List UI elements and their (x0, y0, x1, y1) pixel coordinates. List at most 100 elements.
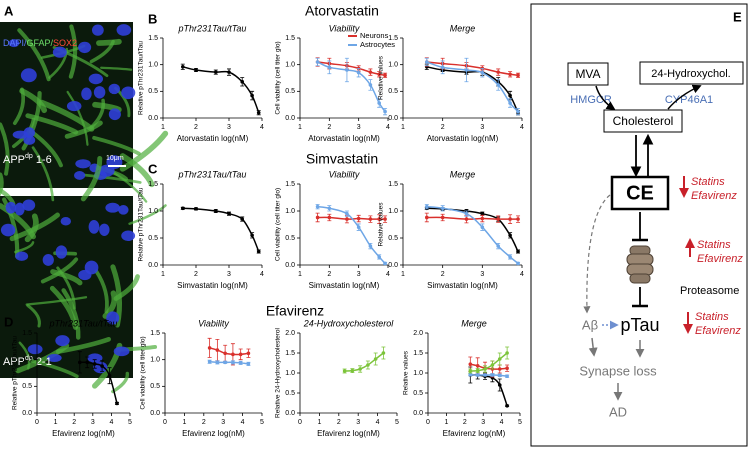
y-axis-label: Relative pThr231Tau/tTau (12, 336, 19, 410)
y-tick-label: 0.0 (285, 262, 295, 269)
node-label: CE (626, 182, 654, 204)
data-point (181, 65, 185, 69)
y-tick-label: 0.5 (150, 383, 160, 390)
data-point (240, 217, 244, 221)
nucleus (5, 201, 17, 214)
data-point (115, 401, 119, 406)
x-tick-label: 3 (227, 124, 231, 131)
data-point (377, 72, 382, 77)
nucleus (99, 223, 110, 236)
y-tick-label: 0.0 (285, 115, 295, 122)
x-axis-label: Efavirenz log(nM) (182, 429, 245, 438)
plot: 0.0 0.5 1.0 1.5 1 2 3 4 pThr231Tau/tTau Simvastat… (138, 169, 264, 290)
data-point (475, 364, 480, 368)
data-point (246, 362, 251, 366)
x-tick-label: 1 (401, 124, 405, 131)
data-point (508, 101, 512, 105)
data-point (496, 83, 501, 87)
stain: SOX2 (53, 38, 77, 48)
data-point (223, 360, 227, 365)
nucleus (87, 353, 103, 363)
fiber (68, 24, 78, 79)
node-label: MVA (575, 67, 600, 81)
fiber (49, 285, 78, 330)
data-point (256, 110, 261, 115)
x-tick-label: 1 (298, 271, 302, 278)
y-tick-label: 0.0 (388, 115, 398, 122)
nucleus (88, 220, 100, 234)
plot: 0.0 0.5 1.0 1.5 1 2 3 4 Merge Simvastatin log(nM)… (378, 169, 524, 290)
node-box (639, 61, 744, 85)
data-point (508, 93, 512, 98)
data-point (85, 360, 90, 365)
data-point (238, 361, 243, 365)
y-axis-label: Cell viability (cell titer glo) (140, 336, 147, 409)
x-tick-label: 1 (182, 419, 186, 426)
pathway-diagram: E MVA 24-Hydroxychol. HMGCR CYP46A1 Chol… (530, 3, 748, 447)
y-tick-label: 1.0 (388, 208, 398, 215)
plot: 0.0 0.5 1.0 1.5 0 1 2 3 4 5 Viability Efavirenz log… (140, 318, 264, 438)
plot: 0.0 0.5 1.0 1.5 1 2 3 4 pThr231Tau/tTau Atorvasta… (138, 23, 264, 143)
data-point (505, 404, 509, 408)
data-point (480, 225, 485, 229)
y-tick-label: 1.5 (150, 330, 160, 337)
fiber (38, 99, 95, 132)
line-label: APPdp 2-1 (3, 355, 52, 368)
fiber (111, 371, 129, 394)
dashed-arrow (583, 194, 611, 314)
data-point (377, 217, 382, 221)
data-point (238, 352, 243, 357)
data-point (440, 65, 445, 70)
nucleus (75, 159, 91, 169)
nucleus (88, 73, 104, 85)
subunit (626, 253, 654, 266)
data-point (327, 65, 332, 70)
x-tick-label: 2 (327, 271, 331, 278)
nucleus (8, 39, 20, 48)
x-tick-label: 1 (161, 124, 165, 131)
data-point (516, 73, 520, 78)
series-line (182, 207, 260, 252)
subunit (629, 273, 651, 284)
nucleus (23, 127, 36, 139)
data-point (373, 357, 378, 361)
y-tick-label: 1.0 (148, 62, 158, 69)
row-title: Atorvastatin (305, 3, 379, 19)
y-axis-label: Relative pThr231Tau/tTau (138, 187, 145, 261)
y-tick-label: 0.5 (285, 390, 295, 397)
data-point (497, 383, 502, 387)
data-point (77, 360, 82, 365)
fiber (100, 66, 133, 71)
data-point (383, 217, 387, 221)
y-tick-label: 0.0 (22, 410, 32, 417)
data-point (215, 348, 220, 352)
node-box (567, 62, 609, 86)
fiber (96, 38, 122, 46)
x-tick-label: 0 (426, 419, 430, 426)
x-tick-label: 4 (520, 124, 524, 131)
x-tick-label: 5 (395, 419, 399, 426)
y-axis-label: Cell viability (cell titer glo) (275, 41, 282, 114)
x-axis-label: Efavirenz log(nM) (317, 429, 380, 438)
y-tick-label: 1.5 (388, 35, 398, 42)
fiber (61, 288, 81, 340)
y-tick-label: 1.5 (22, 330, 32, 337)
line-name: APP (3, 356, 25, 368)
y-tick-label: 0.0 (413, 410, 423, 417)
panel-label: A (4, 3, 14, 18)
node-label: Proteasome (680, 285, 739, 297)
y-tick-label: 1.0 (22, 357, 32, 364)
panel-label: D (4, 314, 13, 329)
x-tick-label: 3 (480, 124, 484, 131)
y-tick-label: 1.5 (285, 350, 295, 357)
nucleus (81, 87, 92, 101)
stain: DAPI/ (3, 38, 27, 48)
data-point (468, 362, 473, 367)
y-tick-label: 1.5 (285, 35, 295, 42)
nucleus (105, 202, 120, 213)
x-tick-label: 2 (194, 124, 198, 131)
plot: 0.0 0.5 1.0 1.5 0 1 2 3 4 5 pThr231Tau/tTau Efavire… (12, 318, 132, 438)
data-point (496, 244, 501, 248)
panel-label: E (733, 9, 742, 24)
x-tick-label: 5 (128, 419, 132, 426)
